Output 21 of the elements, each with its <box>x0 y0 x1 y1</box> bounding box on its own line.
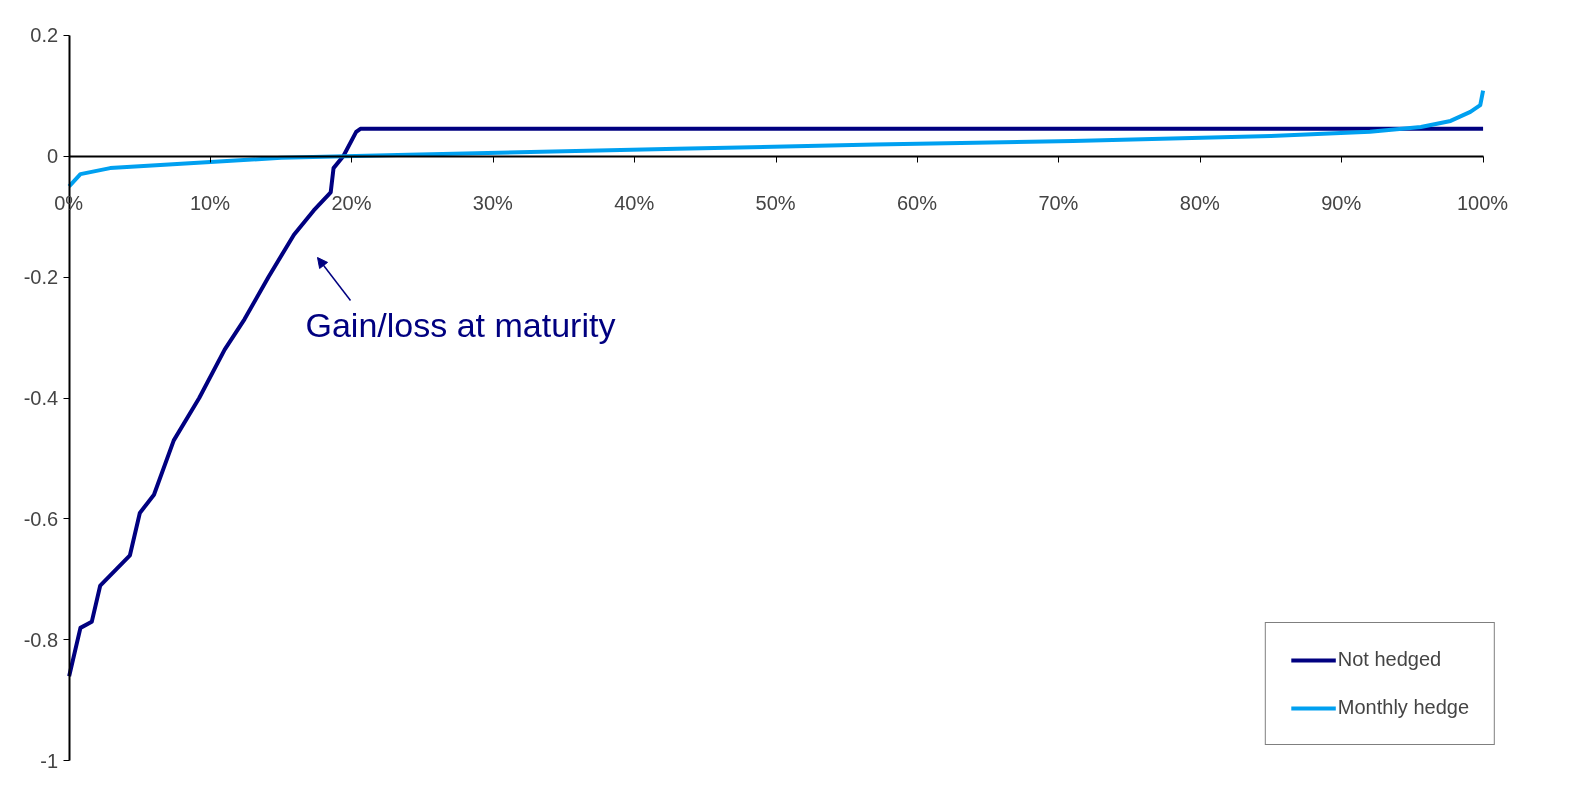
y-tick-label: -1 <box>40 749 59 772</box>
x-tick-label: 50% <box>755 191 796 215</box>
y-tick-label: -0.4 <box>23 387 59 409</box>
x-tick-label: 40% <box>614 191 655 215</box>
x-tick-label: 60% <box>896 191 938 215</box>
legend-label: Monthly hedge <box>1337 696 1469 719</box>
x-tick-label: 20% <box>331 191 372 215</box>
y-tick-label: 0 <box>47 145 59 168</box>
annotation: Gain/loss at maturity <box>305 305 616 344</box>
x-tick-label: 70% <box>1038 191 1079 215</box>
x-tick-label: 10% <box>190 191 231 215</box>
y-tick-label: 0.2 <box>30 24 59 47</box>
x-tick-label: 30% <box>472 191 513 215</box>
legend-label: Not hedged <box>1337 648 1442 671</box>
x-tick-label: 90% <box>1321 191 1362 215</box>
line-series <box>67 88 1486 189</box>
y-tick-label: -0.8 <box>23 628 59 651</box>
y-tick-label: -0.2 <box>23 266 59 289</box>
x-tick-label: 100% <box>1457 191 1509 215</box>
y-tick-label: -0.6 <box>23 507 59 530</box>
x-tick-label: 80% <box>1179 191 1220 215</box>
